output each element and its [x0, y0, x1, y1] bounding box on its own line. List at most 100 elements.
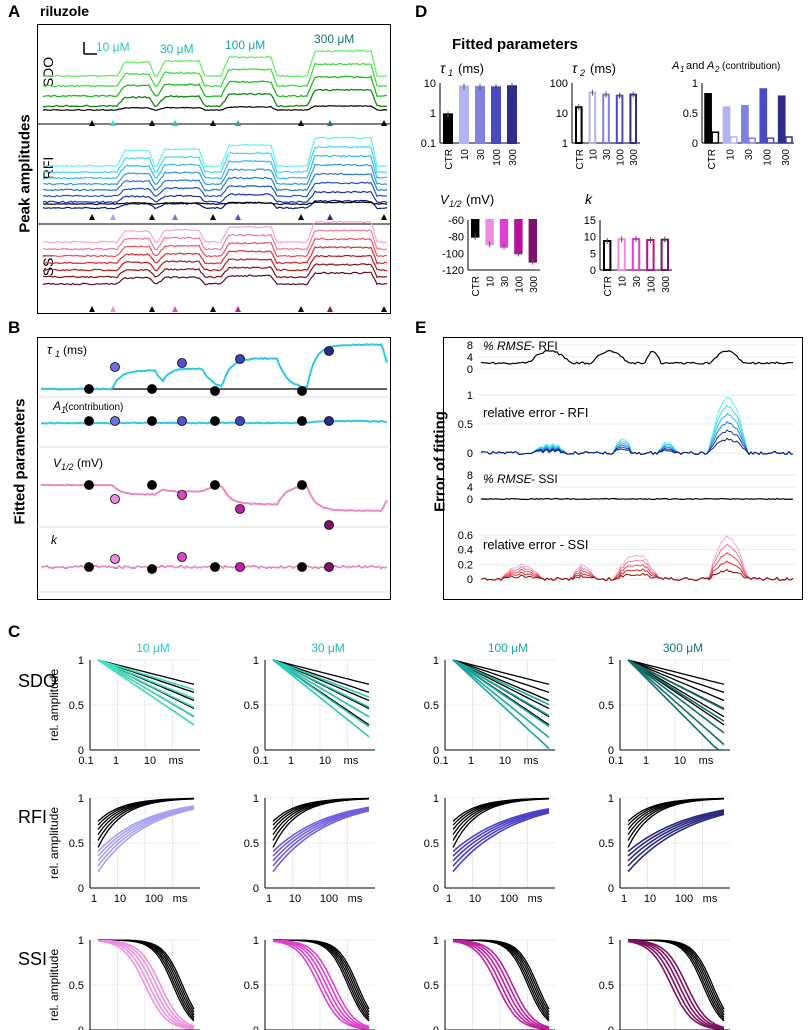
- panel-c-ytick: 0: [253, 883, 259, 895]
- panel-c-drug-curve: [452, 812, 550, 873]
- bar-xtick: 100: [646, 276, 657, 293]
- bar-xtick: 30: [632, 276, 643, 288]
- bar-mark: [615, 94, 624, 144]
- bar-ytick: 10: [584, 232, 596, 244]
- tau1-dot: [110, 362, 120, 372]
- bar-mark: [766, 137, 775, 144]
- panel-c-ctr-curve: [272, 797, 370, 822]
- rfi-trace: [42, 154, 388, 180]
- panel-c-conc-label: 30 μM: [311, 641, 345, 655]
- stimulus-marker: [110, 306, 116, 312]
- a1-dot: [147, 416, 157, 426]
- d-v12-subscript: 1/2: [449, 199, 462, 209]
- k-dot: [147, 564, 157, 574]
- bar-ytick: 100: [550, 78, 568, 90]
- panel-c-ytick: 0.5: [424, 838, 439, 850]
- bar-mark: [629, 93, 638, 144]
- panel-e-ytick: 0: [467, 448, 473, 460]
- bar-ytick: 1: [692, 78, 698, 90]
- bar-xtick: 10: [618, 276, 629, 288]
- rfi-trace: [42, 172, 388, 192]
- panel-c-ytick: 0.5: [599, 838, 614, 850]
- panel-c-ytick: 1: [253, 935, 259, 947]
- ssi-trace: [42, 220, 388, 244]
- tau1-subscript: 1: [55, 349, 60, 359]
- rfi-trace: [42, 136, 388, 168]
- panel-c-ctr-curve: [627, 797, 725, 822]
- panel-c-drug-curve: [272, 659, 370, 698]
- panel-c-drug-curve: [627, 812, 725, 867]
- panel-c-xtick: ms: [348, 893, 363, 905]
- bar-mark: [759, 88, 768, 144]
- panel-c-ctr-curve: [627, 659, 725, 702]
- panel-c-ytick: 0: [253, 745, 259, 757]
- panel-c-ctr-curve: [628, 939, 725, 1010]
- panel-c-drug-curve: [97, 808, 195, 873]
- bar-mark: [588, 91, 597, 144]
- stimulus-marker: [89, 120, 95, 126]
- bar-mark: [443, 113, 453, 144]
- panel-c-ytick: 0: [608, 745, 614, 757]
- bar-mark: [617, 238, 626, 271]
- panel-c-drug-curve: [272, 659, 370, 708]
- bar-mark: [748, 137, 756, 144]
- e-rmse-ssi-line: [480, 497, 794, 501]
- panel-c-drug-curve: [452, 808, 550, 853]
- panel-c-ctr-curve: [452, 797, 550, 822]
- panel-c-ytick: 0.5: [69, 700, 84, 712]
- panel-c-row-ssi: SSI: [18, 949, 47, 969]
- panel-e-ytick: 0.6: [458, 530, 473, 542]
- panel-e-ytick: 0: [467, 364, 473, 376]
- stimulus-marker: [89, 306, 95, 312]
- panel-c-conc-label: 10 μM: [136, 641, 170, 655]
- sdo-trace: [42, 62, 388, 88]
- panel-a-title: riluzole: [40, 3, 90, 19]
- v12-dot: [84, 480, 94, 490]
- a1-dot: [235, 416, 245, 426]
- a1-units: (contribution): [65, 402, 123, 413]
- panel-c-ctr-curve: [97, 659, 195, 685]
- panel-c-drug-curve: [97, 940, 195, 1030]
- panel-c-ytick: 0.5: [69, 980, 84, 992]
- panel-c-ytick: 0: [78, 745, 84, 757]
- k-symbol: k: [51, 533, 58, 547]
- panel-letter-d: D: [415, 2, 428, 21]
- panel-c-ctr-curve: [627, 659, 725, 694]
- bar-mark: [603, 240, 612, 271]
- bar-xtick: 10: [726, 149, 737, 161]
- d-tau2-units: (ms): [590, 61, 616, 76]
- panel-c-drug-curve: [452, 940, 550, 1030]
- panel-e-ytick: 8: [467, 470, 473, 482]
- tau1-units: (ms): [63, 343, 87, 357]
- rfi-trace: [42, 181, 388, 198]
- panel-c-xtick: 100: [500, 893, 518, 905]
- tau1-dot: [147, 384, 157, 394]
- k-dot: [235, 562, 245, 572]
- panel-a-conc-10: 10 μM: [96, 40, 130, 54]
- panel-b-frame: [37, 337, 391, 600]
- panel-e-ytick: 4: [467, 482, 473, 494]
- panel-c-drug-curve: [452, 940, 550, 1030]
- panel-c-drug-curve: [627, 810, 725, 857]
- stimulus-marker: [110, 214, 116, 220]
- d-tau1-units: (ms): [458, 61, 484, 76]
- stimulus-marker: [298, 120, 304, 126]
- stimulus-marker: [149, 120, 155, 126]
- panel-e-ytick: 8: [467, 340, 473, 352]
- tau1-symbol: τ: [47, 342, 53, 357]
- panel-b-traces: 8642010.50-60-80-100-12014121086τ1(ms)A1…: [37, 342, 391, 593]
- panel-c-ytick: 0: [608, 1025, 614, 1030]
- panel-c-ytick: 0: [253, 1025, 259, 1030]
- bar-ytick: 5: [590, 248, 596, 260]
- k-dot: [324, 562, 334, 572]
- panel-c-xtick: 0.1: [608, 755, 623, 767]
- rfi-trace: [42, 163, 388, 186]
- bar-xtick: 100: [514, 276, 525, 293]
- panel-c-drug-curve: [272, 810, 370, 873]
- bar-ytick: -60: [448, 215, 464, 227]
- ssi-trace: [42, 271, 388, 286]
- panel-d-title: Fitted parameters: [452, 36, 578, 53]
- panel-c-ctr-curve: [97, 797, 195, 822]
- e-relerr-ssi-line: [480, 535, 794, 582]
- rfi-trace: [42, 199, 388, 210]
